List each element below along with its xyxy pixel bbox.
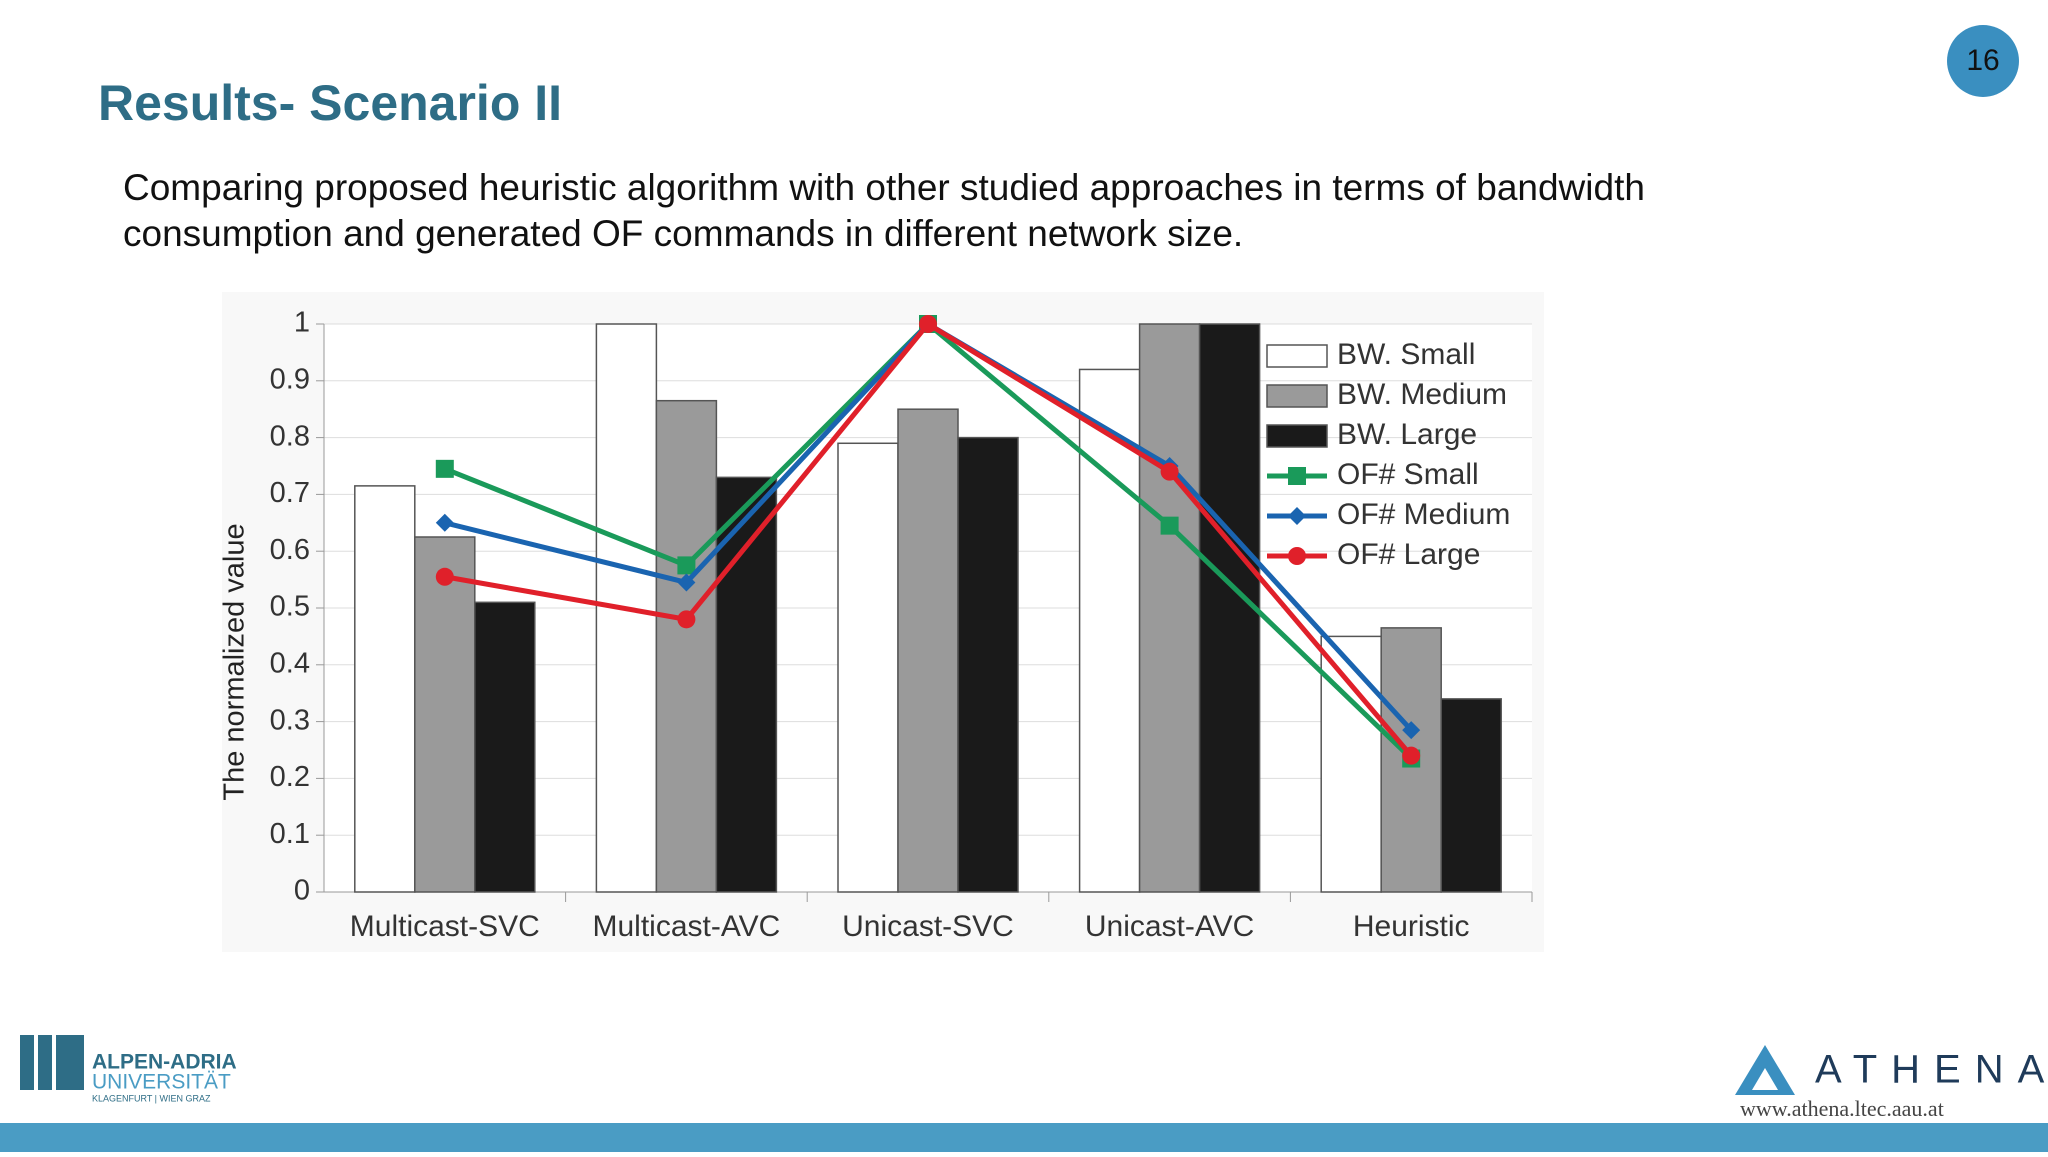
bar [837, 442, 899, 893]
y-tick-label: 0.6 [270, 534, 310, 566]
y-tick-label: 0.9 [270, 363, 310, 395]
logo-left: ALPEN-ADRIA UNIVERSITÄT KLAGENFURT | WIE… [20, 1035, 237, 1103]
footer-bar [0, 1123, 2048, 1152]
marker [1160, 462, 1179, 481]
marker [1402, 721, 1421, 740]
bar [1440, 698, 1502, 893]
bar [1198, 323, 1261, 893]
bar [354, 485, 416, 893]
x-tick-label: Unicast-AVC [1085, 910, 1254, 943]
y-tick-label: 0.2 [270, 761, 310, 793]
legend-label: BW. Large [1337, 418, 1477, 451]
marker [919, 315, 937, 333]
legend-swatch [1266, 384, 1328, 408]
marker [435, 459, 454, 478]
logo-right: ATHENA www.athena.ltec.aau.at [1735, 1045, 2048, 1121]
marker [435, 513, 454, 532]
logo-text: www.athena.ltec.aau.at [1740, 1096, 1944, 1121]
slide-text: Comparing proposed heuristic algorithm w… [123, 167, 1645, 208]
page-number: 16 [1966, 44, 1999, 77]
marker [677, 556, 696, 575]
page-badge [1947, 25, 2019, 97]
y-tick-label: 0.5 [270, 591, 310, 623]
marker [435, 567, 454, 586]
bar [1320, 635, 1382, 893]
y-tick-label: 0.1 [270, 818, 310, 850]
logo-shape [20, 1035, 34, 1090]
legend-label: OF# Large [1337, 538, 1480, 571]
marker [1288, 507, 1306, 525]
y-tick-label: 0.8 [270, 420, 310, 452]
marker [1288, 467, 1306, 485]
bar [897, 408, 959, 893]
x-tick-label: Heuristic [1353, 910, 1470, 943]
legend-swatch [1266, 344, 1328, 368]
marker [1402, 746, 1421, 765]
legend-label: BW. Medium [1337, 378, 1507, 411]
y-tick-label: 1 [294, 307, 310, 339]
x-tick-label: Multicast-AVC [592, 910, 780, 943]
logo-shape [1735, 1045, 1795, 1095]
marker [1288, 547, 1306, 565]
bar [957, 436, 1019, 893]
y-tick-label: 0 [294, 875, 310, 907]
marker [677, 573, 696, 592]
marker [677, 610, 696, 629]
legend-swatch [1266, 424, 1328, 448]
bar [414, 536, 476, 893]
logo-shape [56, 1035, 84, 1090]
logo-text: ATHENA [1815, 1048, 2048, 1092]
legend-label: OF# Small [1337, 458, 1479, 491]
bar [474, 601, 536, 893]
marker [1160, 516, 1179, 535]
y-tick-label: 0.3 [270, 704, 310, 736]
slide-text: consumption and generated OF commands in… [123, 213, 1243, 254]
x-tick-label: Unicast-SVC [842, 910, 1014, 943]
y-tick-label: 0.4 [270, 647, 310, 679]
logo-text: UNIVERSITÄT [92, 1071, 231, 1094]
y-tick-label: 0.7 [270, 477, 310, 509]
y-axis-label: The normalized value [219, 523, 251, 800]
logo-shape [38, 1035, 52, 1090]
logo-text: ALPEN-ADRIA [92, 1051, 237, 1074]
x-tick-label: Multicast-SVC [350, 910, 540, 943]
legend-label: OF# Medium [1337, 498, 1510, 531]
bar [1138, 323, 1201, 893]
legend-label: BW. Small [1337, 338, 1475, 371]
logo-text: KLAGENFURT | WIEN GRAZ [92, 1093, 211, 1103]
bar [655, 399, 718, 893]
slide-title: Results- Scenario II [98, 75, 562, 131]
